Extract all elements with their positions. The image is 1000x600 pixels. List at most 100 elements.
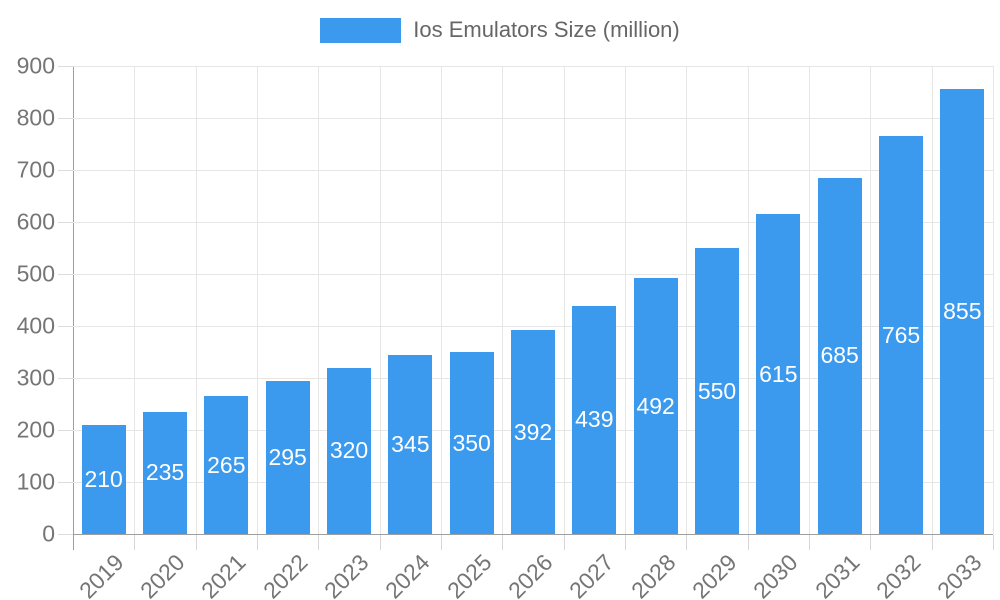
y-tick-400 (58, 326, 73, 327)
x-tick-7 (502, 535, 504, 550)
bar-2028[interactable]: 492 (633, 278, 678, 534)
gridline-x-7 (502, 66, 504, 534)
bar-2025[interactable]: 350 (449, 352, 494, 534)
x-tick-13 (870, 535, 872, 550)
y-tick-label-800: 800 (16, 104, 55, 131)
gridline-x-13 (870, 66, 872, 534)
x-axis-line (73, 534, 993, 535)
gridline-x-14 (931, 66, 933, 534)
bar-2021[interactable]: 265 (204, 396, 249, 534)
chart-legend: Ios Emulators Size (million) (0, 17, 1000, 43)
gridline-x-1 (134, 66, 136, 534)
x-tick-label-2020: 2020 (134, 549, 190, 600)
bar-value-label-2031: 685 (820, 342, 859, 369)
bar-value-label-2029: 550 (697, 377, 737, 404)
bar-2022[interactable]: 295 (265, 380, 310, 534)
bar-2027[interactable]: 439 (572, 305, 617, 534)
y-tick-label-0: 0 (42, 520, 55, 547)
y-tick-600 (58, 222, 73, 223)
x-tick-label-2027: 2027 (564, 549, 619, 600)
y-tick-500 (58, 274, 73, 275)
y-tick-label-700: 700 (16, 156, 55, 183)
gridline-y-500 (73, 274, 993, 275)
bar-2024[interactable]: 345 (388, 354, 433, 534)
y-axis-line (73, 66, 74, 550)
gridline-x-2 (195, 66, 197, 534)
y-tick-label-100: 100 (16, 468, 55, 495)
gridline-x-3 (257, 66, 258, 534)
y-tick-900 (58, 66, 73, 67)
bar-2019[interactable]: 210 (81, 424, 126, 534)
bar-2030[interactable]: 615 (756, 214, 801, 534)
bar-value-label-2033: 855 (943, 298, 982, 325)
gridline-y-900 (73, 66, 993, 67)
x-tick-label-2032: 2032 (870, 549, 926, 600)
y-tick-label-900: 900 (16, 52, 55, 79)
gridline-y-600 (73, 222, 993, 223)
bar-2023[interactable]: 320 (327, 367, 371, 534)
bar-2020[interactable]: 235 (143, 411, 187, 534)
x-tick-9 (625, 535, 626, 550)
x-tick-2 (195, 535, 197, 550)
bar-value-label-2020: 235 (145, 459, 185, 486)
bar-value-label-2026: 392 (513, 418, 553, 445)
x-tick-label-2031: 2031 (809, 549, 865, 600)
gridline-y-700 (73, 170, 993, 171)
y-tick-700 (58, 170, 73, 171)
gridline-x-4 (318, 66, 320, 534)
gridline-x-11 (747, 66, 749, 534)
x-tick-label-2026: 2026 (502, 549, 558, 600)
y-tick-200 (58, 430, 73, 431)
x-tick-label-2028: 2028 (625, 549, 681, 600)
y-tick-label-500: 500 (16, 260, 55, 287)
x-tick-label-2022: 2022 (257, 549, 313, 600)
x-tick-label-2021: 2021 (196, 549, 251, 600)
bar-2026[interactable]: 392 (511, 330, 555, 534)
y-tick-label-300: 300 (16, 364, 55, 391)
x-tick-11 (747, 535, 749, 550)
x-axis: 2019 2020 2021 2022 2023 2024 2025 2026 2027 2028… (73, 534, 993, 600)
bar-2033[interactable]: 855 (940, 89, 985, 534)
bar-value-label-2027: 439 (575, 406, 614, 433)
bar-value-label-2030: 615 (759, 360, 798, 387)
x-tick-label-2024: 2024 (380, 549, 435, 600)
y-axis: 0 100 200 300 400 500 600 700 800 900 (0, 53, 55, 547)
bar-value-label-2022: 295 (268, 443, 307, 470)
x-tick-12 (809, 535, 810, 550)
y-tick-800 (58, 118, 73, 119)
legend-item[interactable]: Ios Emulators Size (million) (320, 17, 680, 43)
gridline-x-8 (563, 66, 565, 534)
bar-2032[interactable]: 765 (879, 136, 923, 534)
gridline-y-800 (73, 118, 993, 119)
x-tick-3 (257, 535, 258, 550)
gridline-x-12 (809, 66, 810, 534)
gridline-x-9 (625, 66, 626, 534)
bar-2029[interactable]: 550 (695, 248, 739, 534)
x-tick-label-2023: 2023 (318, 549, 374, 600)
gridline-x-5 (379, 66, 381, 534)
x-tick-label-2033: 2033 (932, 549, 987, 600)
bar-value-label-2021: 265 (207, 451, 246, 478)
bar-value-label-2028: 492 (636, 392, 675, 419)
gridline-x-6 (441, 66, 442, 534)
gridline-x-10 (686, 66, 688, 534)
y-tick-label-600: 600 (16, 208, 55, 235)
x-tick-6 (441, 535, 442, 550)
bar-2031[interactable]: 685 (817, 177, 862, 534)
bar-value-label-2019: 210 (84, 465, 123, 492)
bar-value-label-2023: 320 (329, 437, 369, 464)
x-tick-label-2029: 2029 (686, 549, 742, 600)
x-tick-14 (931, 535, 933, 550)
bar-value-label-2025: 350 (452, 429, 491, 456)
bar-value-label-2032: 765 (881, 321, 921, 348)
x-tick-label-2030: 2030 (748, 549, 803, 600)
x-tick-5 (379, 535, 381, 550)
gridline-y-400 (73, 326, 993, 327)
x-tick-8 (563, 535, 565, 550)
x-tick-label-2019: 2019 (73, 549, 129, 600)
x-tick-1 (134, 535, 136, 550)
legend-label: Ios Emulators Size (million) (413, 17, 680, 42)
plot-area: 210 235 265 295 320 345 350 392 439 492 550 615 685 7… (73, 66, 994, 534)
x-tick-10 (686, 535, 688, 550)
x-tick-4 (318, 535, 320, 550)
